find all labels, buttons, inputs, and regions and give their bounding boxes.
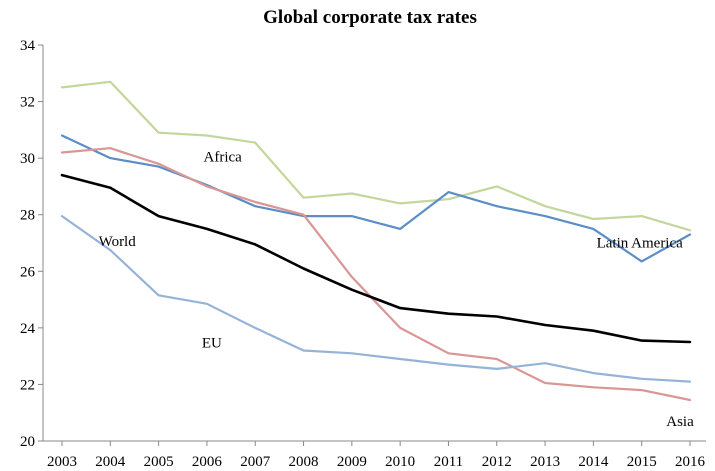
- x-tick-label: 2011: [434, 454, 463, 470]
- x-tick-labels: 2003 2004 2005 2006 2007 2008 2009 2010 2011 2012…: [47, 441, 706, 470]
- y-tick-label: 34: [20, 38, 36, 54]
- series-labels: Africa Latin America Asia World EU: [99, 150, 694, 430]
- y-tick-label: 20: [20, 434, 35, 450]
- x-tick-label: 2003: [47, 454, 77, 470]
- x-tick-label: 2013: [530, 454, 560, 470]
- x-tick-label: 2004: [95, 454, 126, 470]
- y-tick-labels: 20 22 24 26 28 30 32 34: [20, 38, 43, 450]
- x-tick-label: 2007: [240, 454, 271, 470]
- series-label-latin-america: Latin America: [597, 235, 684, 251]
- x-tick-label: 2010: [385, 454, 415, 470]
- series-line-world: [60, 173, 692, 344]
- y-tick-label: 28: [20, 208, 35, 224]
- x-tick-label: 2012: [482, 454, 512, 470]
- y-tick-label: 24: [20, 321, 36, 337]
- x-tick-label: 2014: [578, 454, 609, 470]
- series-label-africa: Africa: [204, 150, 243, 166]
- series-lines: [60, 80, 692, 402]
- y-tick-label: 22: [20, 377, 35, 393]
- series-line-eu: [60, 215, 692, 383]
- x-tick-label: 2005: [144, 454, 174, 470]
- chart-title: Global corporate tax rates: [263, 7, 477, 28]
- x-tick-label: 2016: [675, 454, 706, 470]
- y-tick-label: 30: [20, 151, 35, 167]
- series-line-asia: [60, 147, 692, 402]
- x-tick-label: 2015: [627, 454, 657, 470]
- y-tick-label: 32: [20, 95, 35, 111]
- y-tick-label: 26: [20, 264, 36, 280]
- series-label-asia: Asia: [666, 414, 694, 430]
- series-label-world: World: [99, 234, 137, 250]
- series-line-africa: [60, 80, 692, 232]
- x-tick-label: 2008: [289, 454, 319, 470]
- x-tick-label: 2009: [337, 454, 367, 470]
- series-line-latin-america: [60, 134, 692, 263]
- series-label-eu: EU: [202, 335, 222, 351]
- x-tick-label: 2006: [192, 454, 223, 470]
